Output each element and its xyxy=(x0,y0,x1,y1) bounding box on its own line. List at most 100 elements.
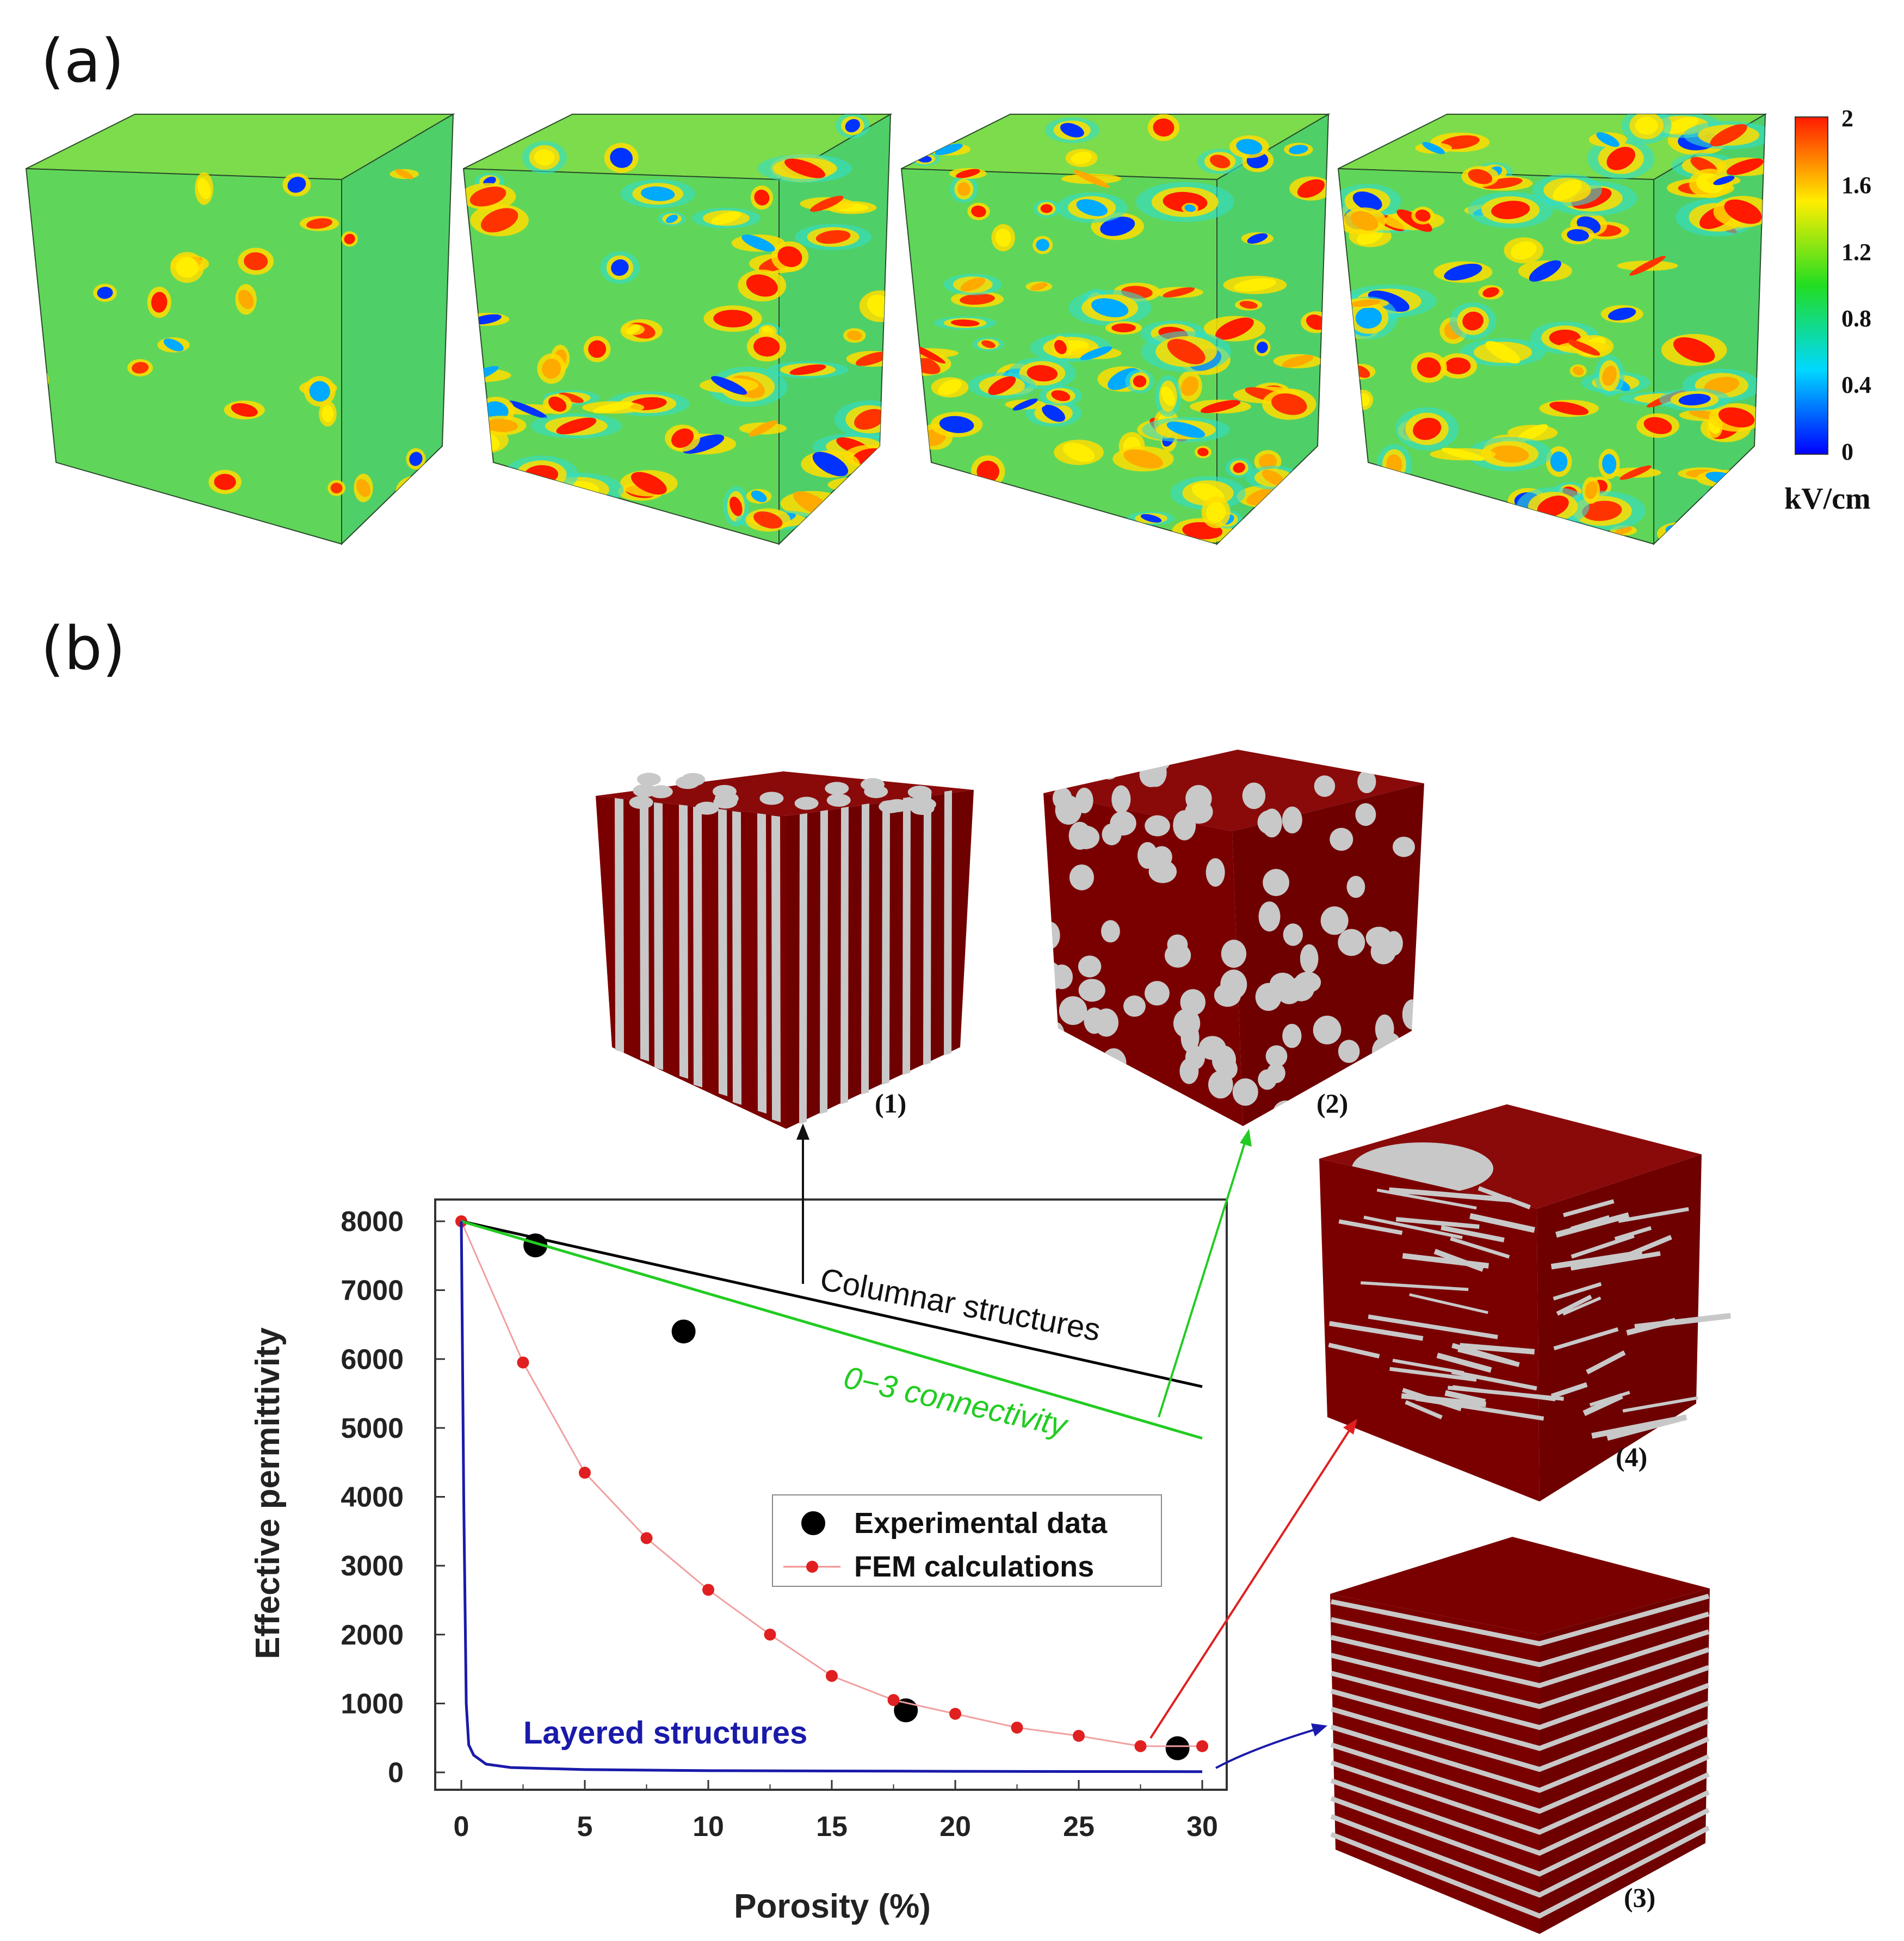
panel-label-b: (b) xyxy=(41,614,126,683)
x-tick-label: 15 xyxy=(816,1811,848,1843)
field-hotspot xyxy=(469,186,506,207)
field-hotspot xyxy=(1161,386,1176,406)
field-mid-region xyxy=(1696,469,1752,487)
arrow-to-cube-4 xyxy=(1149,1430,1350,1739)
field-hotspot xyxy=(548,397,567,412)
arrows xyxy=(796,1123,1357,1769)
series-columnar-structures xyxy=(461,1220,1203,1388)
field-hotspot xyxy=(1468,169,1493,184)
field-hotspot xyxy=(815,230,851,244)
cube2-pore xyxy=(1232,1078,1258,1106)
cube1-pore-top xyxy=(794,796,819,810)
field-hotspot xyxy=(1462,311,1484,331)
field-cube-2 xyxy=(462,113,893,546)
x-tick-label: 0 xyxy=(454,1811,469,1843)
cube2-pore xyxy=(1148,860,1177,883)
field-hotspot xyxy=(1133,375,1147,388)
cube4-streak-side xyxy=(1570,1215,1610,1232)
field-mid-region xyxy=(1260,501,1302,530)
cube3-layer xyxy=(1330,1808,1710,1898)
field-hotspot xyxy=(1239,301,1258,309)
field-mid-region xyxy=(1656,522,1705,544)
cube1-pore-top xyxy=(826,794,851,807)
cube2-pore xyxy=(1389,1070,1418,1093)
field-hotspot xyxy=(626,325,641,335)
field-hotspot xyxy=(1197,448,1209,456)
cube2-pore xyxy=(1313,1015,1342,1044)
permittivity-plot: 0 1000 2000 3000 4000 5000 6000 7000 8000 0 5 10 15… xyxy=(249,1198,1228,1925)
field-mid-region xyxy=(26,367,49,394)
y-tick-label: 0 xyxy=(388,1757,404,1789)
arrow-head-3 xyxy=(1311,1723,1327,1736)
field-hotspot xyxy=(534,149,555,166)
y-tick-label: 5000 xyxy=(341,1413,404,1444)
field-hotspot xyxy=(1060,123,1084,138)
legend-box xyxy=(772,1494,1162,1587)
cube4-streak-front xyxy=(1389,1367,1477,1382)
cube1-pore-top xyxy=(714,792,739,805)
field-hotspot xyxy=(558,481,599,498)
cube4-streak-front xyxy=(1415,1396,1544,1421)
field-hotspot xyxy=(356,479,371,497)
cube4-streak-front xyxy=(1376,1188,1477,1210)
x-tick-label: 20 xyxy=(939,1811,971,1843)
cube3-layer xyxy=(1330,1754,1710,1835)
cube4-streak-front xyxy=(1433,1248,1484,1272)
field-hotspot xyxy=(1726,158,1764,175)
field-hotspot xyxy=(1236,139,1263,154)
arrow-head-1 xyxy=(796,1123,809,1140)
cube2-pore xyxy=(1099,757,1120,780)
field-hotspot xyxy=(1413,418,1442,440)
field-hotspot xyxy=(971,205,986,218)
field-hotspot xyxy=(746,274,778,297)
field-hotspot xyxy=(1602,454,1617,474)
field-hotspot xyxy=(163,338,184,351)
field-cubes xyxy=(25,113,1767,546)
field-hotspot xyxy=(1262,469,1285,486)
cube3-layer xyxy=(1331,1593,1710,1647)
cube1-pore-top xyxy=(825,782,849,795)
arrow-head-2 xyxy=(1240,1129,1252,1147)
cube2-pore xyxy=(1123,995,1146,1017)
field-hotspot xyxy=(916,467,931,478)
cube3-top xyxy=(1330,1537,1710,1635)
cube1-column-side xyxy=(944,790,952,1055)
field-mid-region xyxy=(1715,487,1765,510)
field-hotspot xyxy=(151,292,168,313)
field-hotspot xyxy=(1257,342,1268,354)
legend-marker-fem xyxy=(806,1561,818,1573)
fem-point xyxy=(702,1584,714,1596)
field-hotspot xyxy=(483,401,509,421)
colorbar: 2 1.6 1.2 0.8 0.4 0 kV/cm xyxy=(1784,105,1871,516)
field-hotspot xyxy=(1444,263,1482,281)
cube1-pore-top xyxy=(629,796,653,809)
colorbar-tick-0-8: 0.8 xyxy=(1841,305,1871,332)
cube4-top xyxy=(1319,1104,1702,1209)
cube2-pore xyxy=(1102,1089,1128,1119)
y-tick-labels: 0 1000 2000 3000 4000 5000 6000 7000 8000 xyxy=(341,1206,404,1789)
field-hotspot xyxy=(751,490,767,503)
y-tick-label: 4000 xyxy=(341,1482,404,1513)
field-hotspot xyxy=(665,529,679,543)
cube4-front xyxy=(1319,1159,1540,1501)
cube3-layer xyxy=(1330,1772,1710,1856)
cube4-streak-front xyxy=(1368,1314,1498,1339)
cube2-pore xyxy=(1214,983,1241,1007)
cube3-layer xyxy=(1330,1825,1710,1919)
field-hotspot xyxy=(1643,417,1672,434)
field-mid-region xyxy=(662,526,682,544)
cube4-streak-front xyxy=(1363,1215,1463,1239)
field-hotspot xyxy=(981,340,996,348)
field-hotspot xyxy=(1739,522,1754,538)
field-hotspot xyxy=(935,143,963,156)
cube3-layer xyxy=(1330,1665,1710,1730)
cube2-pore xyxy=(1263,869,1289,897)
cube2-pore xyxy=(1294,972,1321,993)
cube2-top xyxy=(1043,750,1424,831)
field-hotspot xyxy=(713,310,753,327)
cube4-streak-front xyxy=(1401,1393,1487,1407)
field-hotspot xyxy=(1529,260,1561,282)
cube2-pore xyxy=(1357,770,1376,794)
legend: Experimental data FEM calculations xyxy=(772,1494,1162,1587)
cube1-pore-top xyxy=(633,784,657,798)
